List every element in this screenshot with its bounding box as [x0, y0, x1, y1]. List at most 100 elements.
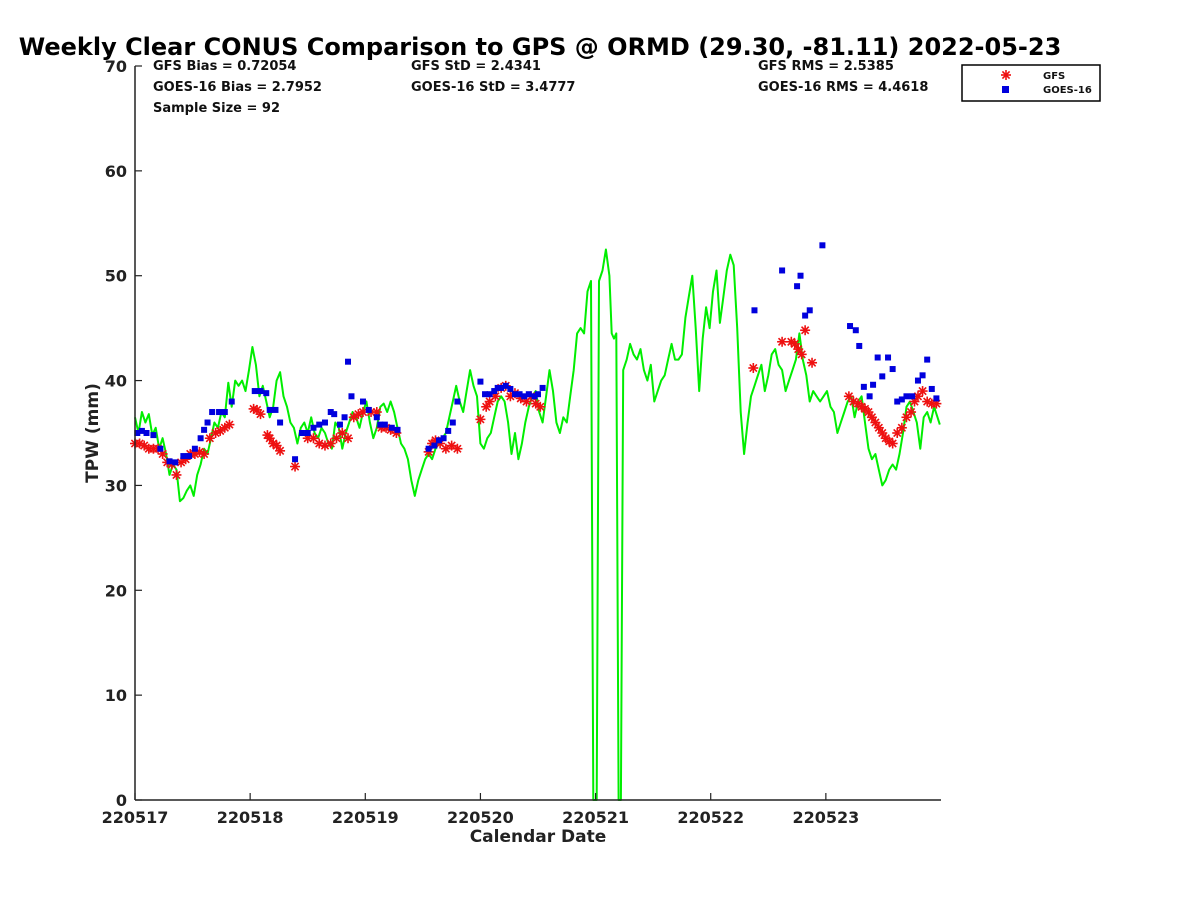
data-point-gfs	[843, 391, 854, 402]
data-point-goes-16	[166, 458, 173, 465]
y-tick-label: 20	[105, 581, 127, 600]
data-point-goes-16	[373, 414, 380, 421]
x-tick-label: 220517	[102, 808, 169, 827]
data-point-goes-16	[539, 384, 546, 391]
data-point-goes-16	[201, 426, 208, 433]
data-point-goes-16	[272, 406, 279, 413]
data-point-goes-16	[365, 406, 372, 413]
data-point-goes-16	[866, 393, 873, 400]
data-point-goes-16	[852, 327, 859, 334]
x-tick-label: 220520	[447, 808, 514, 827]
data-point-goes-16	[341, 414, 348, 421]
data-point-goes-16	[894, 398, 901, 405]
data-point-goes-16	[138, 427, 145, 434]
data-point-goes-16	[445, 427, 452, 434]
data-point-goes-16	[321, 419, 328, 426]
data-point-goes-16	[885, 354, 892, 361]
x-tick-label: 220523	[792, 808, 859, 827]
data-point-goes-16	[856, 342, 863, 349]
y-tick-label: 70	[105, 57, 127, 76]
data-point-goes-16	[209, 409, 216, 416]
data-point-goes-16	[180, 453, 187, 460]
data-point-goes-16	[197, 435, 204, 442]
data-point-goes-16	[521, 393, 528, 400]
data-point-gfs	[789, 338, 800, 349]
gfs-std-stat: GFS StD = 2.4341	[411, 59, 541, 74]
data-point-goes-16	[898, 396, 905, 403]
y-tick-label: 40	[105, 372, 127, 391]
data-point-goes-16	[847, 323, 854, 330]
legend-goes-label: GOES-16	[1043, 85, 1092, 96]
data-point-goes-16	[491, 388, 498, 395]
data-point-goes-16	[511, 391, 518, 398]
data-point-goes-16	[251, 388, 258, 395]
data-point-goes-16	[316, 421, 323, 428]
data-point-gfs	[906, 407, 917, 418]
data-point-gfs	[481, 401, 492, 412]
y-tick-label: 60	[105, 162, 127, 181]
data-point-goes-16	[751, 307, 758, 314]
goes-std-stat: GOES-16 StD = 3.4777	[411, 80, 576, 95]
gfs-bias-stat: GFS Bias = 0.72054	[153, 59, 297, 74]
data-point-gfs	[877, 428, 888, 438]
data-point-goes-16	[502, 382, 509, 389]
y-tick-label: 0	[116, 791, 127, 810]
data-point-gfs	[807, 357, 818, 368]
data-point-goes-16	[331, 411, 338, 418]
data-point-goes-16	[431, 442, 438, 449]
data-point-goes-16	[221, 409, 228, 416]
y-tick-label: 50	[105, 267, 127, 286]
y-tick-label: 30	[105, 476, 127, 495]
data-point-gfs	[796, 349, 807, 360]
data-point-goes-16	[394, 426, 401, 433]
data-point-goes-16	[277, 419, 284, 426]
data-point-goes-16	[797, 272, 804, 279]
data-point-gfs	[896, 422, 907, 433]
gfs-rms-stat: GFS RMS = 2.5385	[758, 59, 894, 74]
data-point-goes-16	[454, 398, 461, 405]
legend-gfs-marker	[1001, 70, 1011, 80]
data-point-goes-16	[204, 419, 211, 426]
data-point-gfs	[901, 412, 912, 423]
data-point-goes-16	[327, 409, 334, 416]
y-axis-label: TPW (mm)	[83, 383, 103, 483]
data-point-goes-16	[507, 385, 514, 392]
data-point-goes-16	[879, 373, 886, 380]
data-point-goes-16	[257, 388, 264, 395]
data-point-goes-16	[298, 430, 305, 436]
data-point-goes-16	[377, 421, 384, 428]
data-point-goes-16	[449, 419, 456, 426]
data-point-gfs	[452, 443, 463, 454]
data-point-goes-16	[806, 307, 813, 314]
data-point-goes-16	[870, 381, 877, 388]
data-point-goes-16	[435, 437, 442, 444]
data-point-goes-16	[143, 430, 150, 436]
data-point-goes-16	[186, 453, 193, 460]
data-point-goes-16	[909, 393, 916, 400]
data-point-gfs	[800, 325, 811, 336]
data-point-goes-16	[191, 445, 198, 452]
legend-box	[961, 64, 1101, 102]
data-point-gfs	[343, 433, 354, 444]
data-point-goes-16	[345, 358, 352, 365]
data-point-goes-16	[919, 372, 926, 379]
legend-gfs-label: GFS	[1043, 71, 1065, 82]
data-point-goes-16	[819, 242, 826, 249]
data-point-goes-16	[381, 421, 388, 428]
data-point-gfs	[255, 409, 266, 420]
data-point-gfs	[917, 386, 928, 397]
data-point-goes-16	[889, 366, 896, 373]
x-tick-label: 220521	[562, 808, 629, 827]
data-point-goes-16	[150, 432, 157, 439]
sample-size-stat: Sample Size = 92	[153, 101, 281, 116]
data-point-goes-16	[531, 393, 538, 400]
data-point-goes-16	[525, 391, 532, 398]
data-point-goes-16	[292, 456, 299, 463]
legend: GFS GOES-16	[961, 64, 1101, 102]
data-point-gfs	[777, 336, 788, 347]
data-point-goes-16	[860, 383, 867, 390]
data-point-gfs	[290, 461, 301, 472]
data-point-goes-16	[516, 391, 523, 398]
data-point-gfs	[863, 407, 874, 418]
